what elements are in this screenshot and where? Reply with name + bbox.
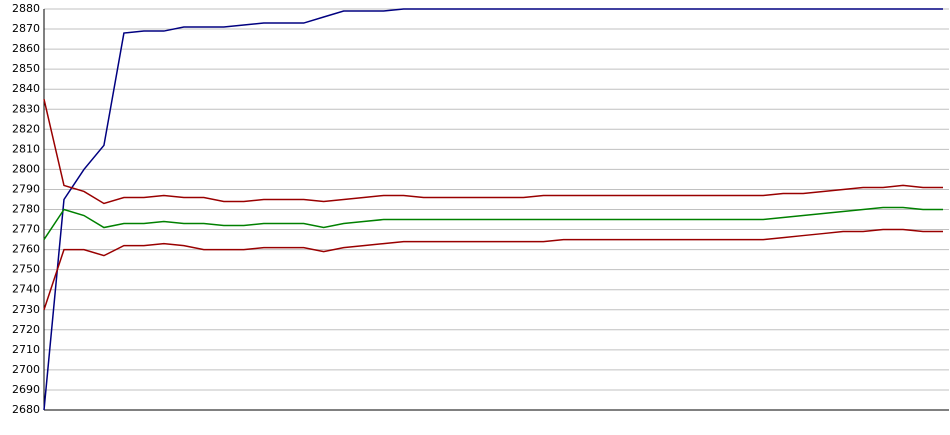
y-tick-label: 2730 <box>12 303 40 316</box>
y-tick-label: 2750 <box>12 263 40 276</box>
y-tick-label: 2790 <box>12 182 40 195</box>
y-tick-label: 2850 <box>12 62 40 75</box>
y-tick-label: 2830 <box>12 102 40 115</box>
y-tick-label: 2720 <box>12 323 40 336</box>
series-line <box>43 228 943 310</box>
y-tick-label: 2870 <box>12 22 40 35</box>
y-tick-label: 2770 <box>12 223 40 236</box>
y-tick-label: 2740 <box>12 283 40 296</box>
y-tick-label: 2680 <box>12 403 40 416</box>
y-tick-label: 2860 <box>12 42 40 55</box>
y-tick-label: 2810 <box>12 142 40 155</box>
series-line <box>43 99 943 205</box>
y-tick-label: 2800 <box>12 162 40 175</box>
y-tick-label: 2840 <box>12 82 40 95</box>
y-tick-label: 2760 <box>12 243 40 256</box>
y-tick-label: 2690 <box>12 383 40 396</box>
y-tick-label: 2700 <box>12 363 40 376</box>
y-tick-label: 2710 <box>12 343 40 356</box>
series-line <box>43 206 943 240</box>
y-tick-label: 2880 <box>12 2 40 15</box>
series-line <box>43 8 943 411</box>
y-tick-label: 2820 <box>12 122 40 135</box>
y-tick-label: 2780 <box>12 203 40 216</box>
